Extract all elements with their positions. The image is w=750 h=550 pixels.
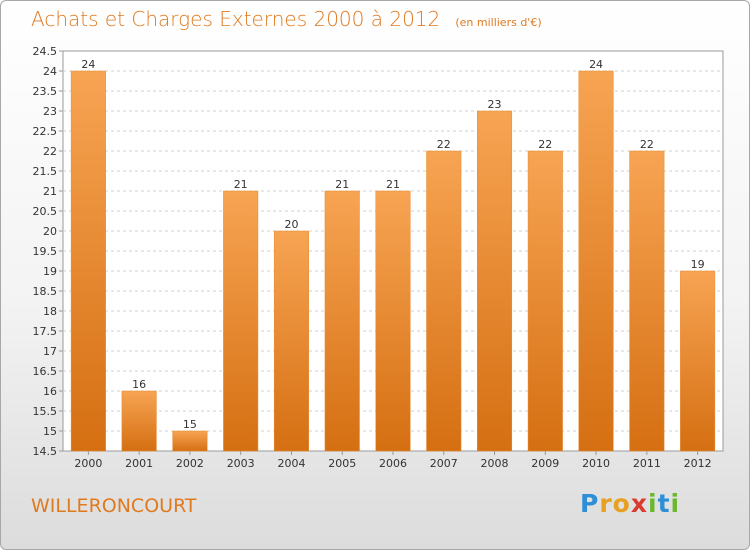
- y-tick-label: 15: [43, 425, 57, 438]
- x-tick-label-2004: 2004: [277, 457, 305, 470]
- x-tick-label-2011: 2011: [633, 457, 661, 470]
- x-tick-label-2007: 2007: [430, 457, 458, 470]
- y-tick-label: 18: [43, 305, 57, 318]
- data-label-2011: 22: [640, 138, 654, 151]
- y-tick-label: 14.5: [33, 445, 58, 458]
- bar-2005: [324, 190, 360, 452]
- bar-2000: [70, 70, 106, 452]
- x-tick-label-2001: 2001: [125, 457, 153, 470]
- y-tick-label: 23.5: [33, 85, 58, 98]
- data-label-2001: 16: [132, 378, 146, 391]
- x-tick-label-2005: 2005: [328, 457, 356, 470]
- x-tick-label-2003: 2003: [227, 457, 255, 470]
- data-label-2003: 21: [234, 178, 248, 191]
- bar-2006: [375, 190, 411, 452]
- proxiti-logo: Proxiti: [580, 489, 680, 518]
- bar-2004: [273, 230, 309, 452]
- y-tick-label: 21: [43, 185, 57, 198]
- x-tick-label-2010: 2010: [582, 457, 610, 470]
- town-name: WILLERONCOURT: [31, 495, 197, 517]
- data-label-2009: 22: [538, 138, 552, 151]
- chart-subtitle: (en milliers d'€): [455, 16, 542, 29]
- data-label-2010: 24: [589, 58, 603, 71]
- data-label-2008: 23: [488, 98, 502, 111]
- y-tick-label: 16.5: [33, 365, 58, 378]
- logo-letter: i: [648, 489, 658, 518]
- y-tick-label: 24: [43, 65, 57, 78]
- chart-title-block: Achats et Charges Externes 2000 à 2012 (…: [31, 7, 542, 31]
- logo-letter: x: [630, 489, 648, 518]
- bar-2003: [223, 190, 259, 452]
- bar-2012: [680, 270, 716, 452]
- logo-letter: i: [670, 489, 681, 518]
- data-label-2002: 15: [183, 418, 197, 431]
- data-label-2012: 19: [691, 258, 705, 271]
- bar-2011: [629, 150, 665, 452]
- y-tick-label: 22.5: [33, 125, 58, 138]
- data-label-2007: 22: [437, 138, 451, 151]
- data-label-2006: 21: [386, 178, 400, 191]
- y-tick-label: 16: [43, 385, 57, 398]
- data-label-2000: 24: [81, 58, 95, 71]
- y-tick-label: 21.5: [33, 165, 58, 178]
- chart-title: Achats et Charges Externes 2000 à 2012: [31, 7, 441, 31]
- y-tick-label: 23: [43, 105, 57, 118]
- logo-letter: P: [580, 489, 600, 518]
- y-tick-label: 19: [43, 265, 57, 278]
- x-tick-label-2006: 2006: [379, 457, 407, 470]
- y-tick-label: 18.5: [33, 285, 58, 298]
- x-tick-label-2008: 2008: [481, 457, 509, 470]
- x-tick-label-2009: 2009: [531, 457, 559, 470]
- bar-2008: [477, 110, 513, 452]
- y-tick-label: 17: [43, 345, 57, 358]
- x-tick-label-2002: 2002: [176, 457, 204, 470]
- y-tick-label: 20.5: [33, 205, 58, 218]
- logo-letter: o: [612, 489, 631, 518]
- logo-letter: r: [599, 489, 613, 518]
- y-tick-label: 20: [43, 225, 57, 238]
- x-tick-label-2000: 2000: [74, 457, 102, 470]
- bar-2007: [426, 150, 462, 452]
- data-label-2005: 21: [335, 178, 349, 191]
- bar-2010: [578, 70, 614, 452]
- logo-letter: t: [657, 489, 671, 518]
- x-tick-label-2012: 2012: [684, 457, 712, 470]
- y-tick-label: 24.5: [33, 45, 58, 58]
- bar-2002: [172, 430, 208, 452]
- bar-2001: [121, 390, 157, 452]
- y-tick-label: 15.5: [33, 405, 58, 418]
- y-tick-label: 19.5: [33, 245, 58, 258]
- data-label-2004: 20: [284, 218, 298, 231]
- y-tick-label: 17.5: [33, 325, 58, 338]
- bar-2009: [527, 150, 563, 452]
- y-tick-label: 22: [43, 145, 57, 158]
